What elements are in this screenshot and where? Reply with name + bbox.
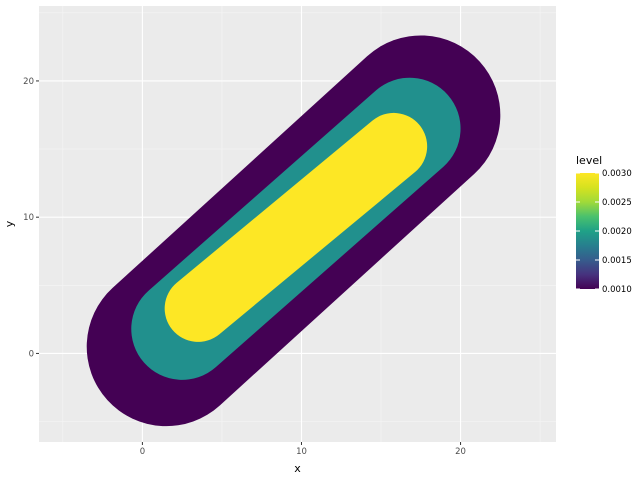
contour-region-0.003 (164, 112, 428, 342)
y-tick-label: 10 (23, 213, 34, 223)
x-axis-title: x (294, 462, 301, 475)
legend: level 0.0030 0.0025 0.0020 0.0015 0.0010 (576, 154, 632, 295)
x-axis-ticks: 0 10 20 (140, 442, 466, 457)
legend-label: 0.0025 (602, 198, 632, 208)
legend-label: 0.0010 (602, 285, 632, 295)
legend-title: level (576, 154, 602, 167)
y-axis-title: y (3, 220, 16, 227)
y-tick-label: 0 (29, 349, 34, 359)
y-tick-label: 20 (23, 77, 34, 87)
contour-regions (86, 35, 501, 427)
x-tick-label: 10 (296, 447, 307, 457)
x-tick-label: 20 (455, 447, 466, 457)
legend-label: 0.0015 (602, 256, 632, 266)
legend-label: 0.0020 (602, 227, 632, 237)
y-axis-ticks: 0 10 20 (23, 77, 39, 359)
legend-label: 0.0030 (602, 169, 632, 179)
legend-colorbar (576, 173, 599, 289)
legend-labels: 0.0030 0.0025 0.0020 0.0015 0.0010 (576, 169, 632, 295)
x-tick-label: 0 (140, 447, 145, 457)
